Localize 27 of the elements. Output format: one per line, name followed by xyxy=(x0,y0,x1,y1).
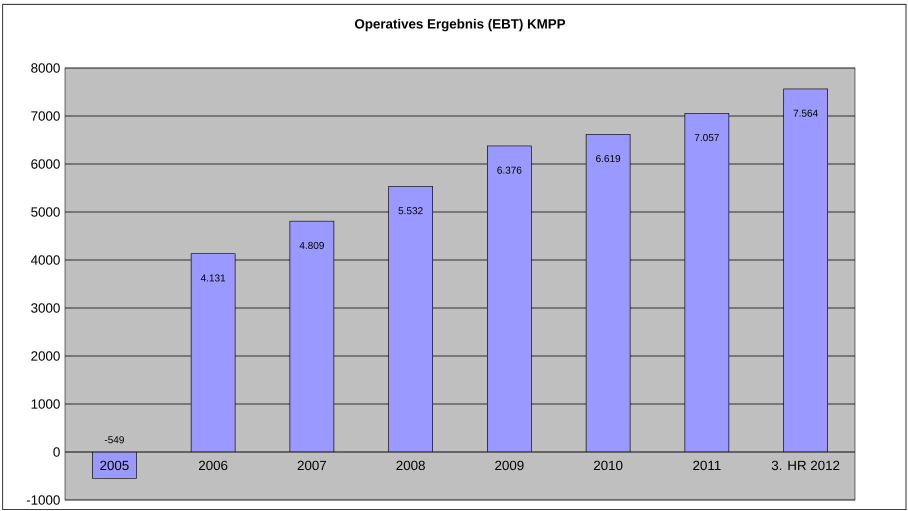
data-label: 5.532 xyxy=(398,207,423,214)
data-label: 6.619 xyxy=(596,155,620,162)
x-tick-label: 3. HR 2012 xyxy=(772,460,840,470)
data-label: 7.057 xyxy=(694,134,719,142)
data-label: 6.376 xyxy=(497,166,522,174)
x-tick-label: 2008 xyxy=(396,460,425,470)
data-label: -549 xyxy=(104,436,124,444)
data-label: 4.131 xyxy=(200,274,226,282)
x-tick-label: 2009 xyxy=(495,460,524,470)
y-tick-label: 0 xyxy=(53,447,60,457)
x-tick-label: 2005 xyxy=(100,460,129,470)
x-tick-label: 2011 xyxy=(693,460,721,470)
x-tick-label: 2010 xyxy=(594,460,622,470)
y-tick-label: 7000 xyxy=(31,111,60,121)
y-tick-label: 8000 xyxy=(31,63,60,73)
y-tick-label: 2000 xyxy=(31,351,60,361)
x-tick-label: 2007 xyxy=(298,460,326,470)
x-tick-label: 2006 xyxy=(198,460,228,470)
y-tick-label: 4000 xyxy=(30,255,60,265)
y-tick-label: 6000 xyxy=(31,159,60,169)
y-tick-label: -1000 xyxy=(26,495,60,505)
data-label: 4.809 xyxy=(300,242,324,249)
y-tick-label: 1000 xyxy=(32,399,60,409)
y-tick-label: 5000 xyxy=(31,207,60,217)
data-label: 7.564 xyxy=(794,110,818,117)
y-tick-label: 3000 xyxy=(31,303,60,313)
chart-title: Operatives Ergebnis (EBT) KMPP xyxy=(354,18,566,32)
